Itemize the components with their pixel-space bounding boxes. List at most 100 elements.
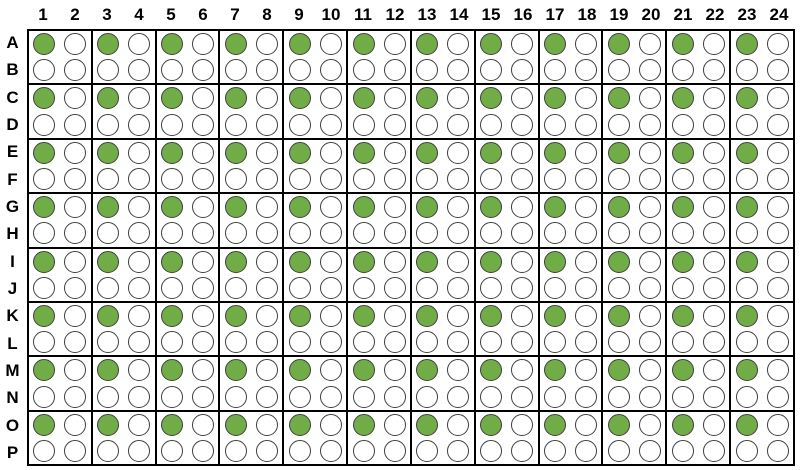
well-K6 [188, 303, 219, 329]
empty-well-circle [383, 304, 406, 327]
filled-well-circle [33, 359, 56, 382]
empty-well-circle [97, 439, 120, 462]
well-J6 [188, 275, 219, 301]
well-D7 [220, 112, 251, 138]
well-L1 [29, 329, 60, 355]
well-F24 [762, 166, 793, 192]
empty-well-circle [161, 331, 184, 354]
well-O9 [284, 412, 315, 438]
empty-well-circle [544, 385, 567, 408]
empty-well-circle [352, 385, 375, 408]
well-M5 [157, 357, 188, 383]
well-G24 [762, 194, 793, 220]
well-J2 [60, 275, 91, 301]
column-label-24: 24 [769, 4, 789, 24]
empty-well-circle [128, 413, 151, 436]
well-L16 [507, 329, 538, 355]
well-H18 [571, 220, 602, 246]
well-I5 [157, 249, 188, 275]
empty-well-circle [735, 331, 758, 354]
well-M15 [476, 357, 507, 383]
well-L17 [540, 329, 571, 355]
filled-well-circle [224, 304, 247, 327]
well-C10 [315, 85, 346, 111]
row-label-D: D [6, 115, 19, 135]
well-I4 [124, 249, 155, 275]
column-label-7: 7 [230, 4, 240, 24]
well-G8 [251, 194, 282, 220]
filled-well-circle [33, 250, 56, 273]
well-L24 [762, 329, 793, 355]
empty-well-circle [766, 33, 789, 56]
well-H15 [476, 220, 507, 246]
column-label-21: 21 [673, 4, 693, 24]
block-I11 [347, 247, 411, 302]
well-C11 [348, 85, 379, 111]
well-C22 [698, 85, 729, 111]
well-J8 [251, 275, 282, 301]
filled-well-circle [288, 250, 311, 273]
block-K5 [155, 301, 220, 357]
row-label-G: G [5, 197, 20, 217]
empty-well-circle [255, 385, 278, 408]
well-H17 [540, 220, 571, 246]
well-D22 [698, 112, 729, 138]
well-G22 [698, 194, 729, 220]
well-H6 [188, 220, 219, 246]
row-label-M: M [5, 360, 20, 380]
empty-well-circle [702, 59, 725, 82]
well-I8 [251, 249, 282, 275]
empty-well-circle [511, 413, 534, 436]
empty-well-circle [319, 33, 342, 56]
block-I3 [91, 247, 156, 302]
column-label-8: 8 [262, 4, 272, 24]
filled-well-circle [352, 33, 375, 56]
empty-well-circle [97, 385, 120, 408]
well-E13 [412, 140, 443, 166]
well-E7 [220, 140, 251, 166]
column-label-19: 19 [609, 4, 629, 24]
row-label-H: H [6, 224, 19, 244]
well-C14 [443, 85, 474, 111]
well-F2 [60, 166, 91, 192]
block-O17 [538, 410, 603, 465]
empty-well-circle [319, 385, 342, 408]
well-J12 [379, 275, 410, 301]
empty-well-circle [575, 222, 598, 245]
well-G19 [603, 194, 634, 220]
empty-well-circle [64, 222, 87, 245]
empty-well-circle [766, 359, 789, 382]
well-N12 [379, 383, 410, 409]
well-M13 [412, 357, 443, 383]
well-K13 [412, 303, 443, 329]
empty-well-circle [447, 359, 470, 382]
empty-well-circle [447, 439, 470, 462]
empty-well-circle [511, 439, 534, 462]
well-A1 [29, 31, 60, 57]
well-H14 [443, 220, 474, 246]
empty-well-circle [224, 385, 247, 408]
well-B15 [476, 57, 507, 83]
empty-well-circle [64, 304, 87, 327]
well-G17 [540, 194, 571, 220]
block-O19 [602, 410, 667, 465]
empty-well-circle [416, 168, 439, 191]
empty-well-circle [447, 59, 470, 82]
empty-well-circle [511, 141, 534, 164]
well-H22 [698, 220, 729, 246]
empty-well-circle [352, 331, 375, 354]
row-label-B: B [6, 60, 19, 80]
filled-well-circle [416, 87, 439, 110]
well-L15 [476, 329, 507, 355]
empty-well-circle [638, 196, 661, 219]
empty-well-circle [575, 359, 598, 382]
empty-well-circle [319, 304, 342, 327]
well-K12 [379, 303, 410, 329]
block-M1 [28, 356, 92, 411]
well-J24 [762, 275, 793, 301]
empty-well-circle [288, 385, 311, 408]
well-M22 [698, 357, 729, 383]
block-I19 [602, 247, 667, 302]
empty-well-circle [255, 439, 278, 462]
well-O11 [348, 412, 379, 438]
